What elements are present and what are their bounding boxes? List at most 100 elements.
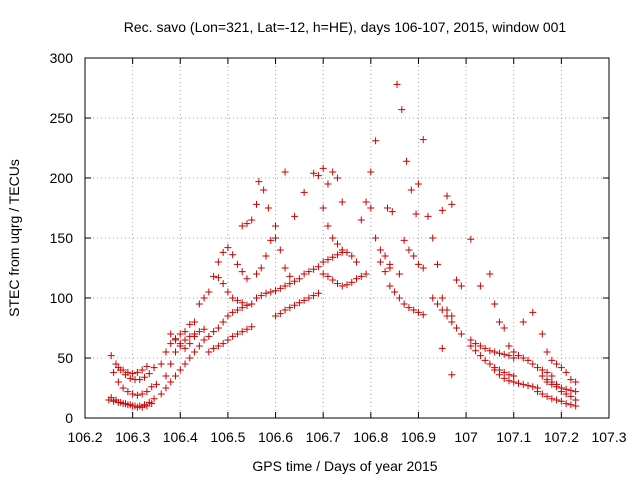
data-point	[186, 340, 194, 348]
data-point	[510, 378, 518, 386]
data-point	[481, 356, 489, 364]
data-point	[338, 282, 346, 290]
y-tick-label: 150	[50, 230, 74, 246]
data-point	[248, 216, 256, 224]
data-point	[148, 400, 156, 408]
data-point	[529, 360, 537, 368]
data-point	[105, 396, 113, 404]
data-point	[500, 374, 508, 382]
chart-title: Rec. savo (Lon=321, Lat=-12, h=HE), days…	[124, 19, 567, 35]
data-point	[243, 275, 251, 283]
data-point	[143, 388, 151, 396]
data-point	[295, 275, 303, 283]
x-tick-label: 106.5	[210, 429, 245, 445]
data-point	[167, 340, 175, 348]
data-point	[419, 136, 427, 144]
y-tick-label: 200	[50, 170, 74, 186]
data-point	[572, 388, 580, 396]
data-point	[319, 258, 327, 266]
data-point	[243, 220, 251, 228]
data-point	[219, 248, 227, 256]
data-point	[467, 336, 475, 344]
data-point	[233, 260, 241, 268]
data-point	[157, 360, 165, 368]
x-tick-label: 107	[454, 429, 478, 445]
data-point	[119, 400, 127, 408]
data-point	[567, 392, 575, 400]
data-point	[210, 272, 218, 280]
data-point	[110, 368, 118, 376]
data-point	[386, 264, 394, 272]
data-point	[329, 168, 337, 176]
data-point	[110, 397, 118, 405]
data-point	[572, 396, 580, 404]
data-point	[510, 348, 518, 356]
data-point	[129, 390, 137, 398]
data-point	[205, 288, 213, 296]
data-point	[224, 288, 232, 296]
data-point	[252, 200, 260, 208]
data-point	[219, 318, 227, 326]
data-point	[386, 282, 394, 290]
data-point	[281, 306, 289, 314]
data-point	[472, 340, 480, 348]
data-point	[405, 304, 413, 312]
data-point	[500, 368, 508, 376]
data-point	[214, 342, 222, 350]
data-point	[162, 348, 170, 356]
data-point	[438, 294, 446, 302]
data-point	[333, 251, 341, 259]
data-point	[257, 264, 265, 272]
data-point	[200, 336, 208, 344]
data-point	[107, 352, 115, 360]
data-point	[214, 324, 222, 332]
data-point	[476, 282, 484, 290]
data-point	[260, 186, 268, 194]
data-point	[291, 212, 299, 220]
data-point	[529, 308, 537, 316]
data-point	[162, 372, 170, 380]
data-point	[143, 362, 151, 370]
data-point	[172, 372, 180, 380]
axis-ticks	[84, 57, 610, 419]
data-point	[248, 300, 256, 308]
data-point	[181, 336, 189, 344]
data-point	[534, 388, 542, 396]
data-point	[200, 325, 208, 333]
data-point	[395, 270, 403, 278]
data-point	[481, 344, 489, 352]
data-point	[257, 292, 265, 300]
data-point	[233, 296, 241, 304]
data-point	[519, 354, 527, 362]
data-point	[310, 265, 318, 273]
data-point	[252, 270, 260, 278]
data-point	[567, 376, 575, 384]
data-point	[543, 392, 551, 400]
data-point	[255, 178, 263, 186]
data-point	[333, 174, 341, 182]
data-point	[388, 208, 396, 216]
data-point	[467, 342, 475, 350]
data-point	[210, 344, 218, 352]
data-point	[543, 376, 551, 384]
data-point	[167, 378, 175, 386]
data-point	[324, 180, 332, 188]
data-point	[495, 371, 503, 379]
y-tick-label: 100	[50, 290, 74, 306]
data-point	[567, 401, 575, 409]
x-tick-label: 106.4	[163, 429, 198, 445]
data-point	[329, 234, 337, 242]
data-point	[567, 386, 575, 394]
data-point	[338, 248, 346, 256]
data-point	[119, 366, 127, 374]
data-point	[505, 371, 513, 379]
data-point	[476, 342, 484, 350]
data-point	[243, 301, 251, 309]
data-point	[410, 252, 418, 260]
data-point	[229, 294, 237, 302]
data-point	[150, 364, 158, 372]
data-point	[353, 275, 361, 283]
x-tick-label: 106.3	[115, 429, 150, 445]
data-point	[353, 258, 361, 266]
data-point	[393, 80, 401, 88]
